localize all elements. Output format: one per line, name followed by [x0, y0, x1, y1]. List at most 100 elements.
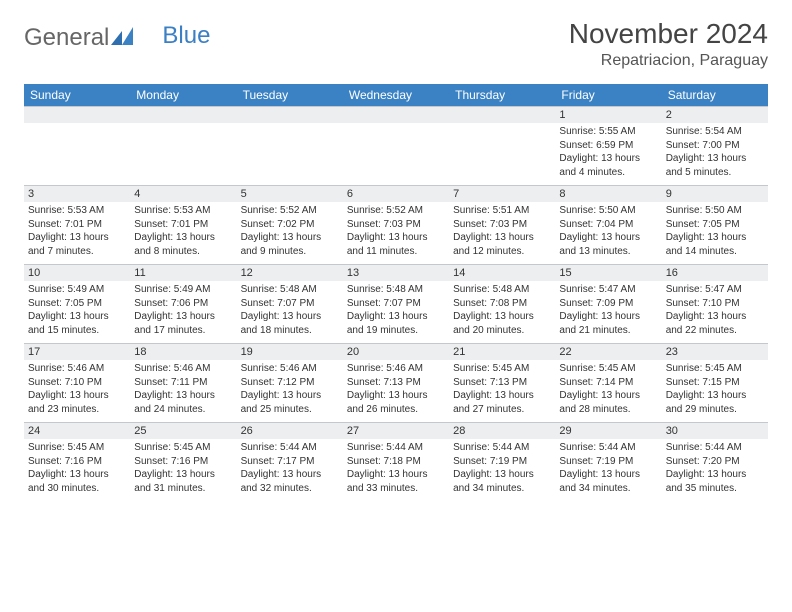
day-number-cell: 24: [24, 423, 130, 440]
month-title: November 2024: [569, 18, 768, 50]
day-content-cell: Sunrise: 5:44 AMSunset: 7:20 PMDaylight:…: [662, 439, 768, 501]
sunset-line: Sunset: 7:06 PM: [134, 297, 232, 311]
day-content-cell: Sunrise: 5:50 AMSunset: 7:05 PMDaylight:…: [662, 202, 768, 265]
day-header-cell: Friday: [555, 84, 661, 107]
day-header-cell: Wednesday: [343, 84, 449, 107]
day-number-cell: 29: [555, 423, 661, 440]
sunrise-line: Sunrise: 5:45 AM: [666, 362, 764, 376]
day-content-cell: Sunrise: 5:47 AMSunset: 7:10 PMDaylight:…: [662, 281, 768, 344]
sunset-line: Sunset: 7:03 PM: [453, 218, 551, 232]
sunset-line: Sunset: 7:13 PM: [347, 376, 445, 390]
daylight-line: Daylight: 13 hours and 14 minutes.: [666, 231, 764, 258]
day-number-cell: 8: [555, 186, 661, 203]
day-number-cell: 7: [449, 186, 555, 203]
daylight-line: Daylight: 13 hours and 28 minutes.: [559, 389, 657, 416]
day-content-cell: Sunrise: 5:44 AMSunset: 7:19 PMDaylight:…: [449, 439, 555, 501]
day-content-cell: Sunrise: 5:44 AMSunset: 7:17 PMDaylight:…: [237, 439, 343, 501]
sunset-line: Sunset: 7:18 PM: [347, 455, 445, 469]
day-content-cell: [449, 123, 555, 186]
sunset-line: Sunset: 7:00 PM: [666, 139, 764, 153]
day-number-cell: 12: [237, 265, 343, 282]
day-content-cell: Sunrise: 5:54 AMSunset: 7:00 PMDaylight:…: [662, 123, 768, 186]
logo-text-general: General: [24, 24, 109, 52]
day-content-cell: Sunrise: 5:46 AMSunset: 7:13 PMDaylight:…: [343, 360, 449, 423]
week-content-row: Sunrise: 5:46 AMSunset: 7:10 PMDaylight:…: [24, 360, 768, 423]
sunset-line: Sunset: 7:16 PM: [28, 455, 126, 469]
sunrise-line: Sunrise: 5:48 AM: [347, 283, 445, 297]
sunrise-line: Sunrise: 5:44 AM: [347, 441, 445, 455]
day-content-cell: Sunrise: 5:53 AMSunset: 7:01 PMDaylight:…: [130, 202, 236, 265]
sunrise-line: Sunrise: 5:46 AM: [241, 362, 339, 376]
day-header-row: SundayMondayTuesdayWednesdayThursdayFrid…: [24, 84, 768, 107]
daylight-line: Daylight: 13 hours and 30 minutes.: [28, 468, 126, 495]
day-content-cell: Sunrise: 5:51 AMSunset: 7:03 PMDaylight:…: [449, 202, 555, 265]
daylight-line: Daylight: 13 hours and 15 minutes.: [28, 310, 126, 337]
sunrise-line: Sunrise: 5:52 AM: [241, 204, 339, 218]
week-content-row: Sunrise: 5:53 AMSunset: 7:01 PMDaylight:…: [24, 202, 768, 265]
week-number-row: 3456789: [24, 186, 768, 203]
day-content-cell: [130, 123, 236, 186]
sunrise-line: Sunrise: 5:47 AM: [559, 283, 657, 297]
day-content-cell: Sunrise: 5:50 AMSunset: 7:04 PMDaylight:…: [555, 202, 661, 265]
sunset-line: Sunset: 7:02 PM: [241, 218, 339, 232]
day-number-cell: 26: [237, 423, 343, 440]
day-content-cell: Sunrise: 5:55 AMSunset: 6:59 PMDaylight:…: [555, 123, 661, 186]
sunset-line: Sunset: 7:11 PM: [134, 376, 232, 390]
sunset-line: Sunset: 7:09 PM: [559, 297, 657, 311]
day-number-cell: 13: [343, 265, 449, 282]
day-number-cell: 10: [24, 265, 130, 282]
day-number-cell: 9: [662, 186, 768, 203]
daylight-line: Daylight: 13 hours and 5 minutes.: [666, 152, 764, 179]
daylight-line: Daylight: 13 hours and 7 minutes.: [28, 231, 126, 258]
header: General Blue November 2024 Repatriacion,…: [24, 18, 768, 70]
sunset-line: Sunset: 7:07 PM: [241, 297, 339, 311]
daylight-line: Daylight: 13 hours and 11 minutes.: [347, 231, 445, 258]
sunrise-line: Sunrise: 5:48 AM: [453, 283, 551, 297]
day-number-cell: 30: [662, 423, 768, 440]
week-content-row: Sunrise: 5:45 AMSunset: 7:16 PMDaylight:…: [24, 439, 768, 501]
daylight-line: Daylight: 13 hours and 35 minutes.: [666, 468, 764, 495]
day-content-cell: Sunrise: 5:45 AMSunset: 7:13 PMDaylight:…: [449, 360, 555, 423]
daylight-line: Daylight: 13 hours and 33 minutes.: [347, 468, 445, 495]
sunrise-line: Sunrise: 5:54 AM: [666, 125, 764, 139]
day-content-cell: Sunrise: 5:47 AMSunset: 7:09 PMDaylight:…: [555, 281, 661, 344]
sunrise-line: Sunrise: 5:44 AM: [559, 441, 657, 455]
daylight-line: Daylight: 13 hours and 22 minutes.: [666, 310, 764, 337]
sunset-line: Sunset: 7:08 PM: [453, 297, 551, 311]
day-content-cell: Sunrise: 5:46 AMSunset: 7:11 PMDaylight:…: [130, 360, 236, 423]
sunrise-line: Sunrise: 5:46 AM: [347, 362, 445, 376]
day-content-cell: [237, 123, 343, 186]
daylight-line: Daylight: 13 hours and 34 minutes.: [559, 468, 657, 495]
sunset-line: Sunset: 7:13 PM: [453, 376, 551, 390]
day-number-cell: 15: [555, 265, 661, 282]
day-number-cell: [24, 107, 130, 124]
day-number-cell: 22: [555, 344, 661, 361]
day-number-cell: 27: [343, 423, 449, 440]
sunrise-line: Sunrise: 5:49 AM: [28, 283, 126, 297]
day-content-cell: Sunrise: 5:49 AMSunset: 7:06 PMDaylight:…: [130, 281, 236, 344]
day-content-cell: [343, 123, 449, 186]
sunrise-line: Sunrise: 5:44 AM: [666, 441, 764, 455]
week-number-row: 24252627282930: [24, 423, 768, 440]
day-number-cell: [449, 107, 555, 124]
day-number-cell: 5: [237, 186, 343, 203]
sunset-line: Sunset: 7:07 PM: [347, 297, 445, 311]
sunrise-line: Sunrise: 5:46 AM: [28, 362, 126, 376]
day-content-cell: Sunrise: 5:46 AMSunset: 7:10 PMDaylight:…: [24, 360, 130, 423]
day-number-cell: 16: [662, 265, 768, 282]
day-content-cell: Sunrise: 5:46 AMSunset: 7:12 PMDaylight:…: [237, 360, 343, 423]
day-number-cell: 14: [449, 265, 555, 282]
sunset-line: Sunset: 7:03 PM: [347, 218, 445, 232]
daylight-line: Daylight: 13 hours and 34 minutes.: [453, 468, 551, 495]
week-number-row: 17181920212223: [24, 344, 768, 361]
daylight-line: Daylight: 13 hours and 13 minutes.: [559, 231, 657, 258]
daylight-line: Daylight: 13 hours and 20 minutes.: [453, 310, 551, 337]
daylight-line: Daylight: 13 hours and 26 minutes.: [347, 389, 445, 416]
sunrise-line: Sunrise: 5:50 AM: [666, 204, 764, 218]
day-number-cell: 4: [130, 186, 236, 203]
sunset-line: Sunset: 7:16 PM: [134, 455, 232, 469]
day-content-cell: Sunrise: 5:48 AMSunset: 7:07 PMDaylight:…: [343, 281, 449, 344]
sunrise-line: Sunrise: 5:44 AM: [453, 441, 551, 455]
daylight-line: Daylight: 13 hours and 12 minutes.: [453, 231, 551, 258]
sunrise-line: Sunrise: 5:46 AM: [134, 362, 232, 376]
